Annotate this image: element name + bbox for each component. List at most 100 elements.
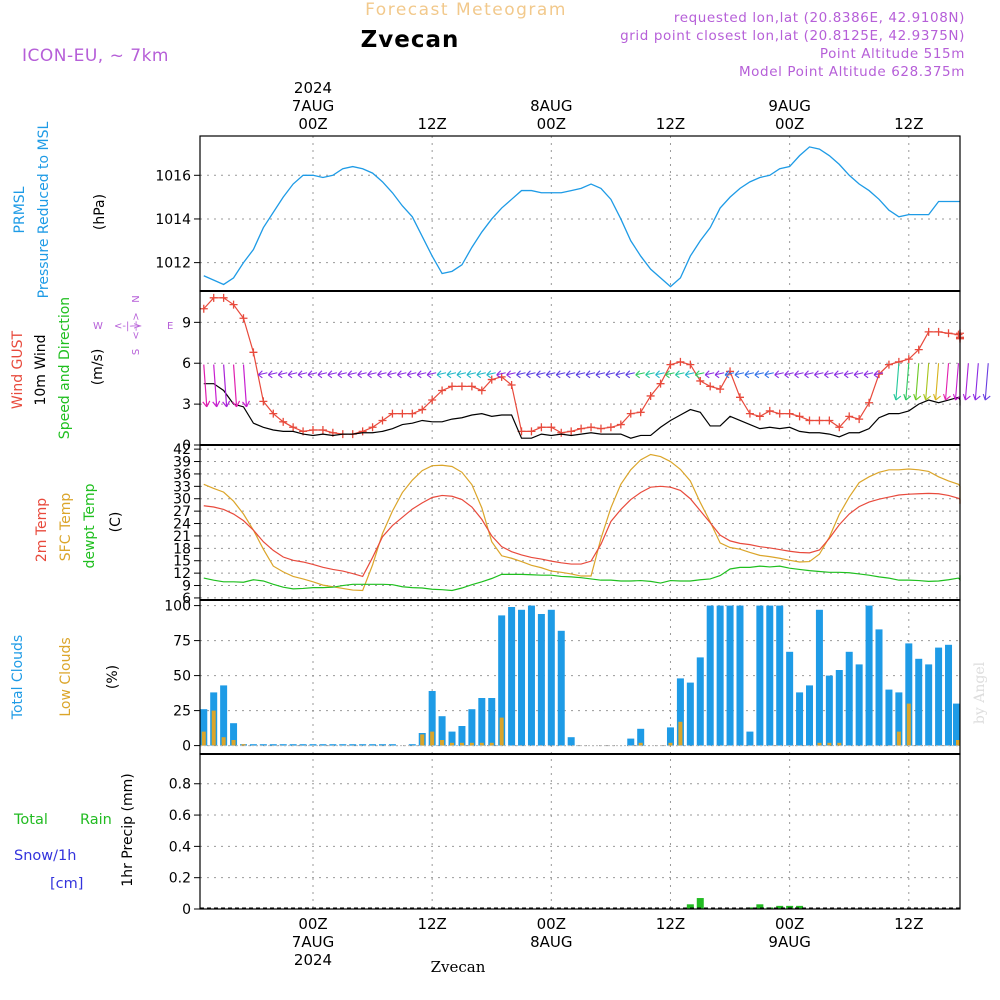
wind-arrow-icon	[784, 370, 794, 379]
data-layer	[199, 146, 991, 909]
wind-label-speed-dir: Speed and Direction	[57, 297, 73, 439]
time-label-top: 00Z	[775, 115, 804, 133]
wind-arrow-icon	[476, 370, 486, 379]
time-label-bottom: 9AUG	[768, 933, 810, 951]
wind-arrow-icon	[972, 363, 981, 401]
low-cloud-bar	[817, 742, 822, 746]
low-cloud-bar	[241, 744, 246, 746]
wind-arrow-icon	[486, 370, 496, 379]
total-cloud-bar	[776, 605, 784, 746]
gust-marker	[199, 304, 208, 313]
wind-arrow-icon	[267, 370, 278, 379]
gust-marker	[914, 345, 923, 354]
wind-arrow-icon	[942, 363, 951, 401]
gust-marker	[716, 385, 725, 394]
total-cloud-bar	[269, 744, 277, 746]
product-title: Forecast Meteogram	[365, 0, 567, 20]
total-cloud-bar	[319, 744, 327, 746]
y-tick-label: 0	[182, 739, 191, 755]
gust-marker	[745, 409, 754, 418]
gust-marker	[835, 423, 844, 432]
total-cloud-bar	[885, 689, 893, 746]
total-cloud-bar	[388, 744, 396, 746]
wind-arrow-icon	[625, 370, 635, 379]
compass-north: N	[131, 295, 142, 302]
y-tick-label: 75	[173, 634, 191, 650]
rain-bar	[786, 905, 794, 909]
total-cloud-bar	[438, 716, 446, 746]
y-tick-label: 0.2	[169, 871, 191, 887]
wind-arrow-icon	[337, 370, 347, 379]
y-tick-label: 36	[173, 467, 191, 483]
gust-marker	[309, 426, 317, 435]
y-tick-label: 24	[173, 517, 191, 533]
time-label-top: 7AUG	[292, 97, 334, 115]
time-label-top: 00Z	[298, 115, 327, 133]
precip-label-snow: Snow/1h	[14, 848, 76, 864]
wind-arrow-icon	[367, 370, 377, 379]
gust-marker	[378, 416, 387, 425]
wind-label-gust: Wind GUST	[10, 330, 26, 409]
gust-marker	[249, 348, 258, 357]
total-cloud-bar	[706, 605, 714, 746]
total-cloud-bar	[796, 692, 804, 746]
wind-line	[203, 383, 961, 439]
time-label-bottom: 12Z	[894, 915, 923, 933]
compass-south: S	[131, 349, 142, 355]
time-label-bottom: 00Z	[775, 915, 804, 933]
temp-unit: (C)	[108, 512, 124, 533]
wind-arrow-icon	[893, 363, 902, 401]
gust-marker	[547, 423, 556, 432]
dewpt-line	[203, 565, 961, 592]
gust-marker	[934, 327, 943, 336]
wind-arrow-icon	[575, 370, 586, 379]
wind-arrow-icon	[257, 370, 268, 379]
wind-arrow-icon	[714, 370, 725, 379]
wind-arrow-icon	[635, 370, 645, 379]
time-label-top: 12Z	[894, 115, 923, 133]
gust-marker	[279, 417, 288, 426]
low-cloud-bar	[489, 742, 494, 746]
wind-arrow-icon	[933, 363, 941, 401]
cloud-label-total: Total Clouds	[10, 635, 26, 720]
gust-marker	[209, 293, 218, 302]
total-cloud-bar	[627, 738, 635, 746]
total-cloud-bar	[349, 744, 357, 746]
y-tick-label: 39	[173, 455, 191, 471]
wind-arrow-icon	[202, 364, 211, 408]
total-cloud-bar	[200, 709, 208, 746]
wind-arrow-icon	[212, 364, 221, 408]
wind-arrow-icon	[357, 370, 367, 379]
gust-marker	[785, 409, 794, 418]
gust-marker	[467, 382, 476, 391]
low-cloud-bar	[638, 742, 643, 746]
wind-arrow-icon	[794, 370, 804, 379]
gust-marker	[587, 423, 596, 432]
total-cloud-bar	[508, 607, 516, 746]
wind-labels: Wind GUST 10m Wind Speed and Direction (…	[10, 295, 173, 439]
time-label-top: 8AUG	[530, 97, 572, 115]
gust-marker	[706, 382, 715, 391]
grid-lines	[200, 136, 960, 910]
cloud-labels: Total Clouds Low Clouds (%)	[10, 635, 121, 720]
wind-arrow-icon	[704, 370, 715, 379]
y-tick-label: 0.4	[169, 839, 191, 855]
gust-marker	[666, 360, 675, 369]
wind-label-10m: 10m Wind	[33, 334, 49, 405]
gust-marker	[457, 382, 466, 391]
pressure-line	[203, 146, 960, 288]
total-cloud-bar	[567, 737, 575, 746]
total-cloud-bar	[726, 605, 734, 746]
gust-marker	[269, 409, 278, 418]
wind-arrow-icon	[675, 370, 685, 379]
gust-marker	[507, 381, 516, 390]
grid-point-coords: grid point closest lon,lat (20.8125E, 42…	[620, 28, 965, 44]
gust-marker	[259, 397, 268, 406]
wind-arrow-icon	[446, 370, 457, 379]
total-cloud-bar	[309, 744, 317, 746]
time-label-bottom: 12Z	[656, 915, 685, 933]
low-cloud-bar	[420, 734, 425, 746]
gust-marker	[577, 424, 586, 433]
low-cloud-bar	[896, 731, 901, 746]
